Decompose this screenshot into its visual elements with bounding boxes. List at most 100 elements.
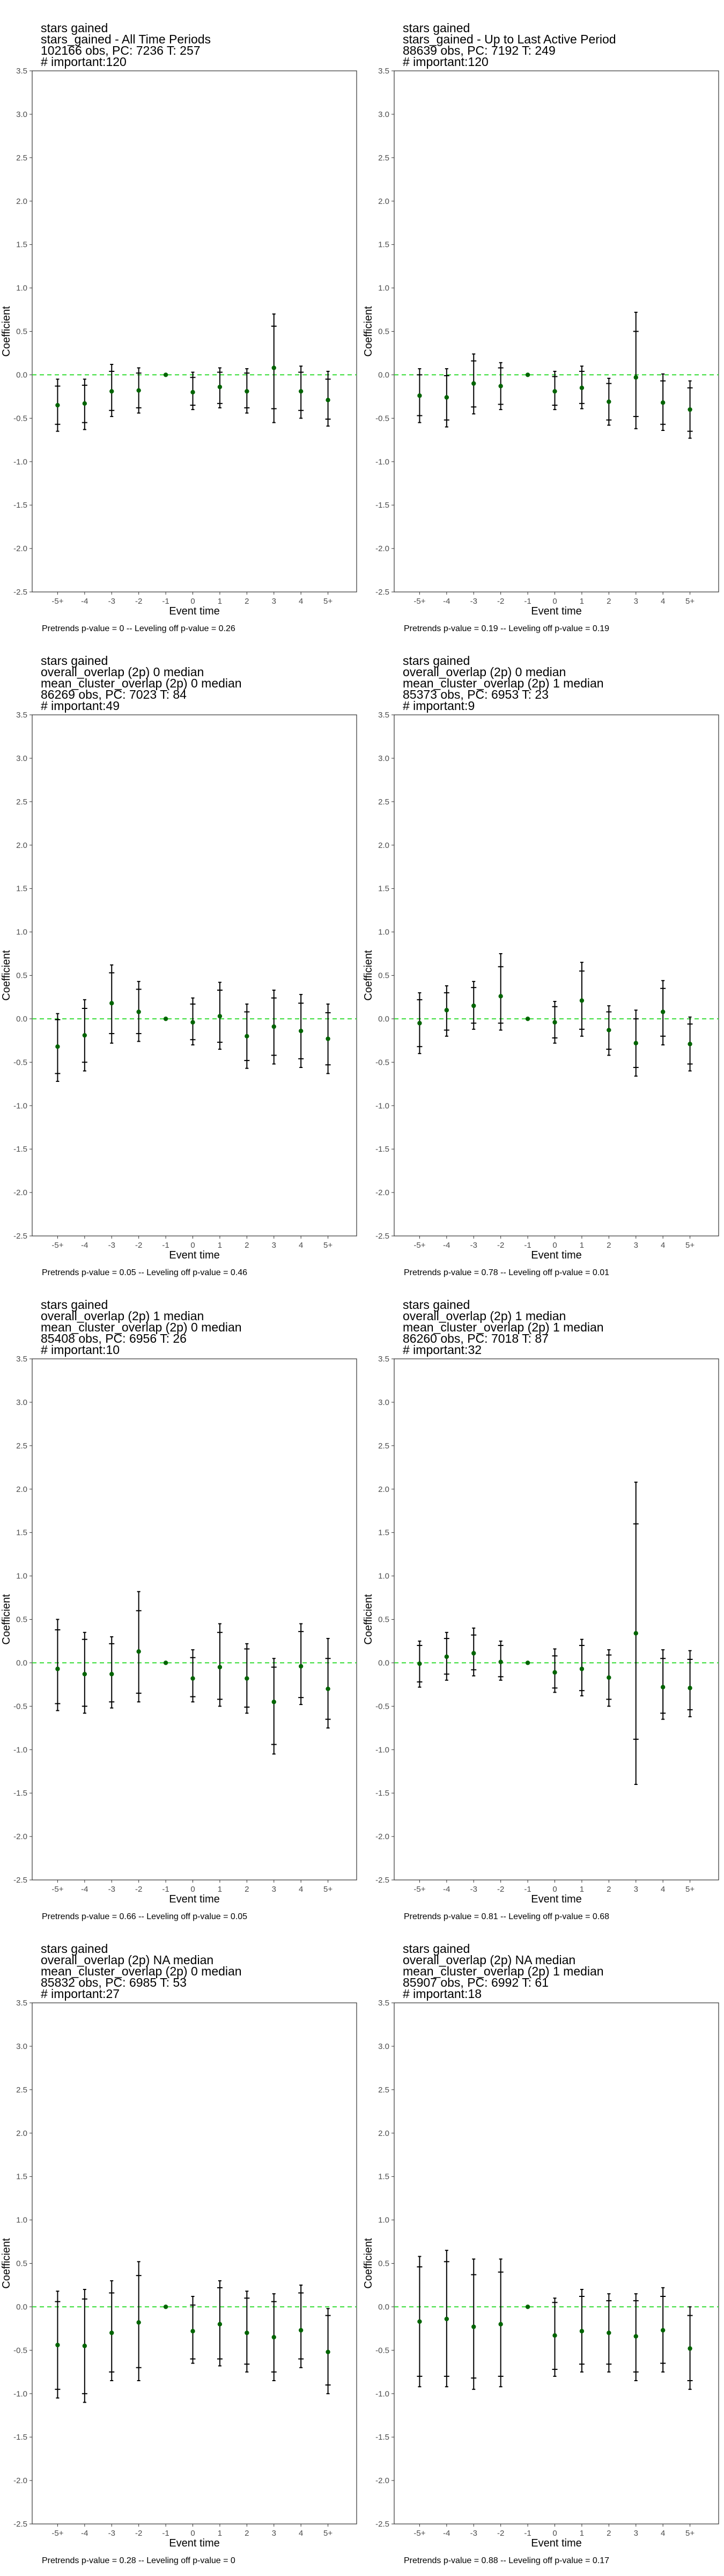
y-tick-label: -2.5 — [13, 588, 27, 597]
x-tick-label: -1 — [524, 597, 531, 606]
x-tick-label: 4 — [299, 1885, 303, 1894]
x-tick-label: 4 — [299, 2529, 303, 2538]
x-tick-label: -5+ — [413, 2529, 425, 2538]
y-axis-title: Coefficient — [1, 950, 12, 1001]
x-tick-label: -5+ — [413, 1241, 425, 1250]
chart-panel: stars gained overall_overlap (2p) NA medi… — [0, 1932, 362, 2576]
chart-panel: stars gained overall_overlap (2p) 1 media… — [0, 1288, 362, 1932]
x-tick-label: 1 — [218, 1241, 222, 1250]
coefficient-point — [326, 398, 330, 402]
chart-title: stars gained stars_gained - All Time Peri… — [41, 21, 211, 69]
coefficient-point — [660, 400, 666, 405]
y-tick-label: -2.5 — [13, 1232, 27, 1241]
coefficient-point — [498, 994, 503, 999]
x-tick-label: 0 — [190, 2529, 195, 2538]
coefficient-point — [498, 1659, 503, 1664]
y-tick-label: -2.5 — [375, 1232, 389, 1241]
x-tick-label: -3 — [470, 1885, 477, 1894]
plot-border — [32, 714, 357, 1236]
coefficient-point — [109, 2330, 114, 2336]
x-tick-label: 3 — [634, 2529, 638, 2538]
y-tick-label: 1.5 — [378, 2172, 389, 2182]
x-tick-label: -2 — [497, 1241, 504, 1250]
y-tick-label: 3.0 — [378, 2042, 389, 2051]
chart-title-line: stars gained — [403, 21, 470, 35]
coefficient-point — [579, 2329, 585, 2333]
chart-title-line: overall_overlap (2p) NA median — [403, 1953, 576, 1967]
y-tick-label: 0.5 — [378, 2259, 389, 2268]
x-axis-title: Event time — [169, 605, 219, 617]
x-tick-label: -4 — [81, 1885, 88, 1894]
coefficient-point — [688, 407, 692, 412]
coefficient-point — [607, 1675, 611, 1680]
y-tick-label: 1.0 — [378, 928, 389, 937]
x-tick-label: 1 — [218, 597, 222, 606]
chart-title-line: mean_cluster_overlap (2p) 1 median — [403, 676, 604, 690]
chart-title-line: mean_cluster_overlap (2p) 0 median — [41, 1964, 242, 1978]
chart-title-line: 86260 obs, PC: 7018 T: 87 — [403, 1331, 549, 1345]
chart-panel: stars gained stars_gained - Up to Last Ac… — [362, 0, 724, 644]
x-tick-label: -3 — [470, 597, 477, 606]
coefficient-point — [417, 393, 422, 398]
y-tick-label: -0.5 — [375, 1702, 389, 1711]
x-tick-label: 1 — [218, 2529, 222, 2538]
p-value-caption: Pretrends p-value = 0.19 -- Leveling off… — [404, 624, 610, 633]
y-axis-title: Coefficient — [363, 2238, 374, 2289]
x-tick-label: 5+ — [685, 2529, 695, 2538]
coefficient-point — [688, 1686, 692, 1690]
y-tick-label: 0.0 — [16, 1014, 27, 1023]
y-axis-title: Coefficient — [363, 950, 374, 1001]
x-tick-label: -4 — [443, 1241, 450, 1250]
chart-title-line: # important:120 — [403, 55, 489, 69]
y-tick-label: 2.0 — [16, 2129, 27, 2138]
coefficient-point — [271, 1024, 276, 1029]
x-tick-label: 4 — [661, 1885, 665, 1894]
y-tick-label: -1.5 — [13, 501, 27, 510]
coefficient-point — [417, 2319, 422, 2324]
x-tick-label: -4 — [81, 1241, 88, 1250]
y-tick-label: -1.0 — [375, 1745, 389, 1754]
x-tick-label: -2 — [497, 597, 504, 606]
y-tick-label: 0.0 — [16, 370, 27, 379]
y-tick-label: 1.0 — [378, 2216, 389, 2225]
y-tick-label: 2.5 — [16, 1441, 27, 1451]
chart-title-line: stars_gained - All Time Periods — [41, 32, 211, 46]
plot-border — [32, 2002, 357, 2524]
chart-title-line: stars gained — [41, 21, 108, 35]
coefficient-point — [444, 395, 449, 400]
x-tick-label: 2 — [607, 1885, 611, 1894]
chart-title: stars gained overall_overlap (2p) 1 media… — [41, 1299, 242, 1356]
chart-plot: -2.5 -2.0 -1.5 -1.0 -0.5 0.0 0.5 1.0 1.5 2.0 2.5 3.… — [1, 67, 357, 617]
y-tick-label: 1.0 — [16, 928, 27, 937]
y-tick-label: 2.5 — [378, 1441, 389, 1451]
x-tick-label: -1 — [162, 597, 169, 606]
chart-title: stars gained overall_overlap (2p) 0 media… — [403, 655, 604, 712]
x-tick-label: 5+ — [685, 1885, 695, 1894]
x-tick-label: -1 — [524, 1241, 531, 1250]
plot-border — [394, 70, 719, 592]
coefficient-point — [190, 1676, 195, 1681]
y-tick-label: 1.5 — [378, 240, 389, 250]
x-tick-label: -1 — [162, 1241, 169, 1250]
coefficient-point — [633, 375, 638, 380]
chart-title-line: 102166 obs, PC: 7236 T: 257 — [41, 43, 201, 57]
chart-title-line: stars gained — [403, 1298, 470, 1312]
chart-title-line: mean_cluster_overlap (2p) 1 median — [403, 1320, 604, 1334]
coefficient-point — [471, 1651, 476, 1656]
coefficient-point — [82, 401, 87, 406]
y-tick-label: -2.5 — [375, 1876, 389, 1885]
y-tick-label: 3.0 — [16, 2042, 27, 2051]
chart-panel: stars gained overall_overlap (2p) 0 media… — [362, 644, 724, 1288]
y-tick-label: 1.0 — [378, 284, 389, 293]
chart-title-line: # important:120 — [41, 55, 127, 69]
x-tick-label: -5+ — [51, 1885, 63, 1894]
y-tick-label: -1.0 — [13, 1101, 27, 1110]
coefficient-point — [163, 2304, 168, 2309]
y-tick-label: 3.5 — [16, 67, 27, 76]
y-axis-title: Coefficient — [1, 2238, 12, 2289]
x-tick-label: 0 — [190, 1885, 195, 1894]
y-tick-label: 0.0 — [378, 1014, 389, 1023]
chart-panel: stars gained overall_overlap (2p) 1 media… — [362, 1288, 724, 1932]
x-tick-label: 0 — [552, 1241, 557, 1250]
coefficient-point — [579, 385, 585, 390]
